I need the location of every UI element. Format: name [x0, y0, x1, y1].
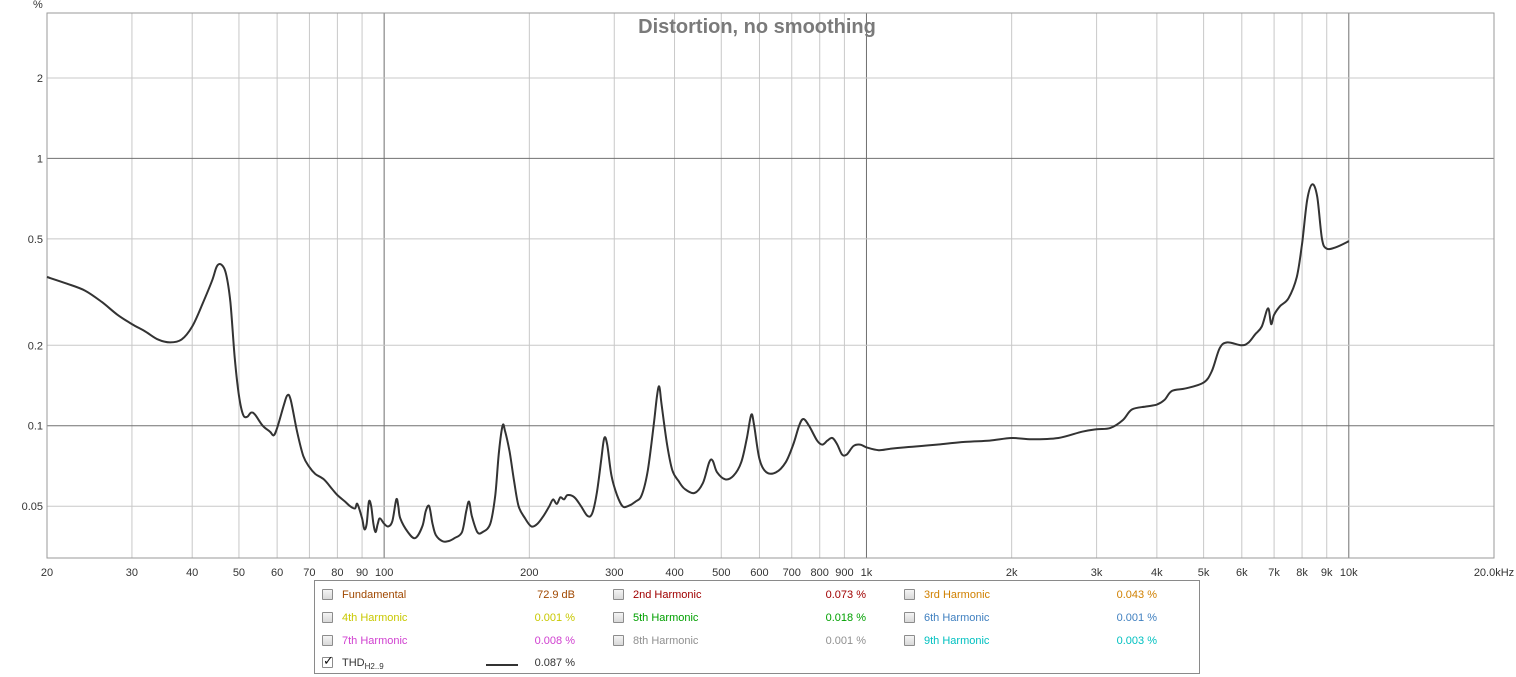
9th-harmonic-checkbox[interactable] — [904, 635, 915, 646]
distortion-chart: 2 1 0.5 0.2 0.1 0.05 20 30 40 50 60 70 80 90 100 200 30… — [22, 0, 1515, 578]
thd-label-main: THD — [342, 657, 365, 669]
6th-harmonic-value: 0.001 % — [1116, 612, 1157, 624]
8th-harmonic-value: 0.001 % — [825, 635, 866, 647]
y-axis-labels: 2 1 0.5 0.2 0.1 0.05 — [22, 73, 43, 513]
x-tick-label: 80 — [331, 567, 343, 578]
x-tick-label: 5k — [1198, 567, 1210, 578]
legend-8th-harmonic[interactable]: 8th Harmonic 0.001 % — [613, 634, 883, 650]
thd-checkbox[interactable] — [322, 654, 334, 669]
legend-4th-harmonic[interactable]: 4th Harmonic 0.001 % — [322, 611, 592, 627]
fundamental-label: Fundamental — [342, 589, 407, 601]
y-tick-label: 1 — [37, 153, 43, 165]
x-tick-label: 20.0kHz — [1474, 567, 1514, 578]
6th-harmonic-checkbox[interactable] — [904, 612, 915, 623]
legend-7th-harmonic[interactable]: 7th Harmonic 0.008 % — [322, 634, 592, 650]
x-tick-label: 30 — [126, 567, 138, 578]
x-tick-label: 10k — [1340, 567, 1358, 578]
legend-panel: Fundamental 72.9 dB 2nd Harmonic 0.073 %… — [314, 580, 1200, 674]
legend-3rd-harmonic[interactable]: 3rd Harmonic 0.043 % — [904, 588, 1174, 604]
4th-harmonic-label: 4th Harmonic — [342, 612, 408, 624]
grid-lines — [47, 13, 1494, 558]
y-tick-label: 2 — [37, 73, 43, 85]
x-tick-label: 1k — [861, 567, 873, 578]
x-tick-label: 70 — [303, 567, 315, 578]
3rd-harmonic-checkbox[interactable] — [904, 589, 915, 600]
x-tick-label: 400 — [665, 567, 683, 578]
series-layer — [46, 183, 1350, 543]
legend-fundamental[interactable]: Fundamental 72.9 dB — [322, 588, 592, 604]
x-tick-label: 8k — [1296, 567, 1308, 578]
x-tick-label: 6k — [1236, 567, 1248, 578]
x-tick-label: 7k — [1268, 567, 1280, 578]
3rd-harmonic-label: 3rd Harmonic — [924, 589, 991, 601]
x-tick-label: 40 — [186, 567, 198, 578]
5th-harmonic-value: 0.018 % — [825, 612, 866, 624]
8th-harmonic-checkbox[interactable] — [613, 635, 624, 646]
5th-harmonic-checkbox[interactable] — [613, 612, 624, 623]
x-tick-label: 300 — [605, 567, 623, 578]
x-tick-label: 9k — [1321, 567, 1333, 578]
thd-value: 0.087 % — [534, 657, 575, 669]
3rd-harmonic-value: 0.043 % — [1116, 589, 1157, 601]
x-tick-label: 200 — [520, 567, 538, 578]
5th-harmonic-label: 5th Harmonic — [633, 612, 699, 624]
legend-9th-harmonic[interactable]: 9th Harmonic 0.003 % — [904, 634, 1174, 650]
x-tick-label: 500 — [712, 567, 730, 578]
x-tick-label: 90 — [356, 567, 368, 578]
y-axis-unit: % — [33, 0, 43, 11]
2nd-harmonic-label: 2nd Harmonic — [633, 589, 702, 601]
fundamental-checkbox[interactable] — [322, 589, 333, 600]
legend-5th-harmonic[interactable]: 5th Harmonic 0.018 % — [613, 611, 883, 627]
x-tick-label: 60 — [271, 567, 283, 578]
x-tick-label: 600 — [750, 567, 768, 578]
x-tick-label: 2k — [1006, 567, 1018, 578]
2nd-harmonic-checkbox[interactable] — [613, 589, 624, 600]
x-tick-label: 3k — [1091, 567, 1103, 578]
x-tick-label: 4k — [1151, 567, 1163, 578]
y-tick-label: 0.1 — [28, 421, 43, 433]
7th-harmonic-label: 7th Harmonic — [342, 635, 408, 647]
x-tick-label: 800 — [811, 567, 829, 578]
x-tick-label: 50 — [233, 567, 245, 578]
thd-label: THDH2..9 — [342, 657, 384, 671]
x-tick-label: 20 — [41, 567, 53, 578]
y-tick-label: 0.5 — [28, 234, 43, 246]
y-tick-label: 0.05 — [22, 501, 43, 513]
plot-area-frame — [46, 12, 1495, 559]
thd-line-swatch — [486, 664, 518, 666]
thd-series-line — [46, 183, 1350, 543]
4th-harmonic-value: 0.001 % — [534, 612, 575, 624]
thd-label-sub: H2..9 — [364, 662, 384, 671]
chart-title: Distortion, no smoothing — [638, 16, 876, 38]
y-tick-label: 0.2 — [28, 340, 43, 352]
x-tick-label: 100 — [375, 567, 393, 578]
6th-harmonic-label: 6th Harmonic — [924, 612, 990, 624]
legend-6th-harmonic[interactable]: 6th Harmonic 0.001 % — [904, 611, 1174, 627]
legend-2nd-harmonic[interactable]: 2nd Harmonic 0.073 % — [613, 588, 883, 604]
x-axis-labels: 20 30 40 50 60 70 80 90 100 200 300 400 500 600 700 800… — [41, 567, 1514, 578]
2nd-harmonic-value: 0.073 % — [825, 589, 866, 601]
fundamental-value: 72.9 dB — [537, 589, 575, 601]
9th-harmonic-value: 0.003 % — [1116, 635, 1157, 647]
x-tick-label: 900 — [835, 567, 853, 578]
4th-harmonic-checkbox[interactable] — [322, 612, 333, 623]
x-tick-label: 700 — [783, 567, 801, 578]
legend-thd[interactable]: THDH2..9 0.087 % — [322, 654, 592, 672]
9th-harmonic-label: 9th Harmonic — [924, 635, 990, 647]
7th-harmonic-value: 0.008 % — [534, 635, 575, 647]
8th-harmonic-label: 8th Harmonic — [633, 635, 699, 647]
7th-harmonic-checkbox[interactable] — [322, 635, 333, 646]
